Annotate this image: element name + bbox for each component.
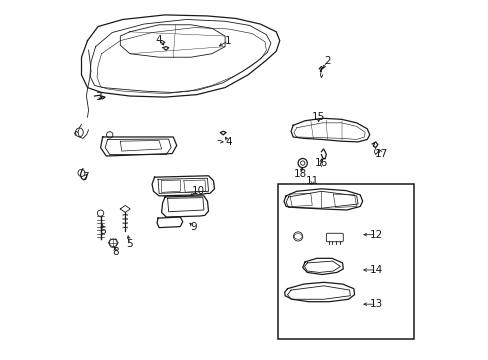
Text: 16: 16	[314, 158, 327, 168]
Text: 8: 8	[112, 247, 119, 257]
Text: 13: 13	[369, 299, 383, 309]
Text: 3: 3	[95, 92, 101, 102]
Text: 7: 7	[81, 172, 88, 182]
Bar	[278, 184, 413, 339]
Text: 6: 6	[99, 226, 106, 236]
Text: 12: 12	[369, 230, 383, 240]
Text: 2: 2	[324, 56, 330, 66]
Text: 15: 15	[311, 112, 325, 122]
Text: 11: 11	[305, 176, 319, 186]
Text: 18: 18	[293, 168, 306, 179]
Text: 1: 1	[225, 36, 231, 46]
Text: 17: 17	[374, 149, 387, 158]
Text: 4: 4	[156, 35, 162, 45]
Text: 9: 9	[190, 221, 196, 231]
Text: 14: 14	[369, 265, 383, 275]
Text: 4: 4	[225, 137, 231, 147]
Text: 5: 5	[126, 239, 133, 249]
Text: 10: 10	[191, 186, 204, 196]
